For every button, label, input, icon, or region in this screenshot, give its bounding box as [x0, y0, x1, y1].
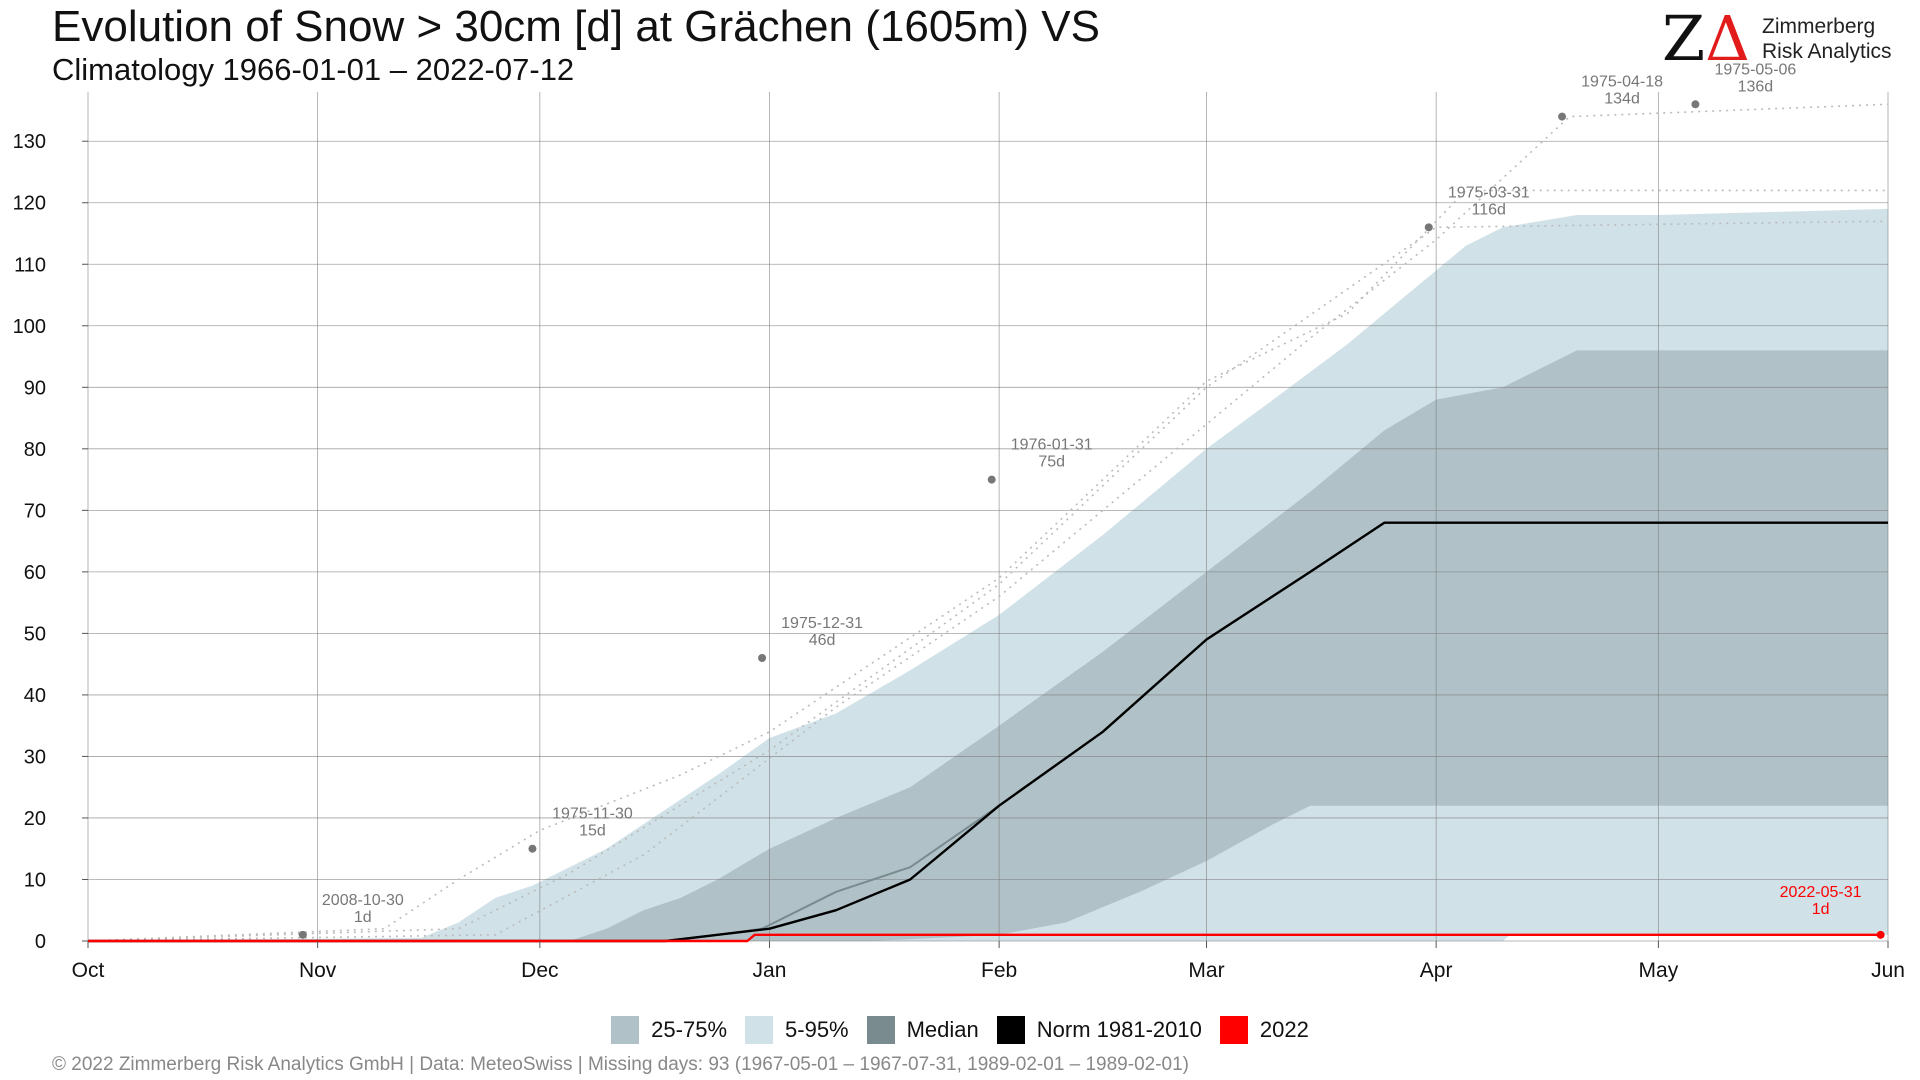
- x-tick-label: Feb: [981, 959, 1017, 982]
- chart-area: 0 10 20 30 40 50 60 70 80 90 100 110 120 130 Oct Nov Dec…: [13, 61, 1905, 982]
- annotation-value-label: 75d: [1038, 454, 1065, 471]
- annotation-dot: [1876, 930, 1885, 939]
- logo-mark: ZΔ: [1662, 4, 1750, 74]
- annotation-value-label: 136d: [1738, 78, 1774, 95]
- x-tick-label: Mar: [1188, 959, 1224, 982]
- y-tick-label: 0: [35, 931, 46, 953]
- legend-label: Norm 1981-2010: [1036, 1017, 1202, 1042]
- legend-item: Norm 1981-2010: [996, 1016, 1202, 1044]
- legend-item: 5-95%: [745, 1016, 849, 1044]
- annotation-date-label: 1976-01-31: [1011, 437, 1093, 454]
- x-tick-label: Nov: [299, 959, 337, 982]
- legend-item: Median: [866, 1016, 979, 1044]
- series-norm-1981-2010: [88, 521, 1888, 943]
- chart-title: Evolution of Snow > 30cm [d] at Grächen …: [52, 2, 1100, 51]
- annotation-value-label: 46d: [809, 632, 836, 649]
- y-tick-label: 70: [24, 500, 46, 522]
- legend-swatch: [611, 1016, 640, 1044]
- y-tick-label: 10: [24, 869, 46, 891]
- footer-credit: © 2022 Zimmerberg Risk Analytics GmbH | …: [52, 1054, 1189, 1075]
- annotation-dot: [1558, 112, 1567, 121]
- record-trace: [87, 103, 1889, 942]
- annotation-value-label: 116d: [1472, 201, 1506, 218]
- annotation-dot: [298, 930, 307, 939]
- record-trace: [87, 189, 1888, 942]
- logo-text: Zimmerberg Risk Analytics: [1762, 14, 1892, 64]
- y-tick-label: 50: [24, 623, 46, 645]
- legend-swatch: [866, 1016, 895, 1044]
- annotation-dot: [528, 844, 537, 853]
- band-iqr: [88, 350, 1888, 941]
- logo-mark-delta: Δ: [1705, 2, 1750, 75]
- y-tick-label: 30: [24, 746, 46, 768]
- y-tick-label: 100: [13, 316, 46, 338]
- annotation-dot: [758, 654, 767, 662]
- x-tick-label: Jan: [753, 959, 787, 982]
- annotation-dot: [987, 475, 996, 484]
- annotation-date-label: 1975-11-30: [552, 806, 633, 823]
- annotation-value-label: 134d: [1604, 91, 1640, 108]
- legend-label: 2022: [1259, 1017, 1309, 1042]
- annotation-date-label: 1975-12-31: [781, 615, 863, 632]
- x-tick-label: Dec: [521, 959, 558, 982]
- series-2022: [88, 933, 1881, 943]
- y-tick-label: 60: [24, 562, 46, 584]
- y-tick-label: 120: [13, 193, 46, 215]
- legend-label: 5-95%: [785, 1017, 849, 1042]
- x-tick-label: Apr: [1420, 959, 1453, 982]
- x-tick-label: May: [1639, 959, 1679, 982]
- y-tick-label: 20: [24, 808, 46, 830]
- annotation-date-label: 2022-05-31: [1780, 884, 1862, 901]
- y-tick-label: 80: [24, 439, 46, 461]
- annotation-date-label: 2008-10-30: [322, 892, 404, 909]
- chart-legend: 25-75% 5-95% Median Norm 1981-2010 2022: [0, 1016, 1920, 1044]
- annotation-value-label: 1d: [1812, 901, 1830, 918]
- annotation-date-label: 1975-05-06: [1714, 61, 1796, 78]
- legend-swatch: [745, 1016, 774, 1044]
- logo-line-1: Zimmerberg: [1762, 15, 1876, 38]
- x-tick-label: Oct: [72, 959, 105, 982]
- y-tick-label: 110: [14, 254, 46, 276]
- logo-mark-z: Z: [1662, 2, 1706, 75]
- legend-label: Median: [906, 1017, 979, 1042]
- y-tick-label: 40: [24, 685, 46, 707]
- legend-item: 2022: [1219, 1016, 1309, 1044]
- y-tick-label: 90: [24, 377, 46, 399]
- company-logo: ZΔ Zimmerberg Risk Analytics: [1662, 4, 1902, 74]
- logo-line-2: Risk Analytics: [1762, 40, 1892, 63]
- annotation-value-label: 1d: [354, 909, 372, 926]
- y-tick-label: 130: [13, 131, 46, 153]
- x-tick-label: Jun: [1871, 959, 1905, 982]
- annotation-dot: [1691, 100, 1700, 109]
- annotation-dot: [1424, 223, 1433, 232]
- annotation-value-label: 15d: [579, 823, 606, 840]
- legend-swatch: [1219, 1016, 1248, 1044]
- legend-item: 25-75%: [611, 1016, 727, 1044]
- annotation-date-label: 1975-03-31: [1448, 184, 1530, 201]
- chart-subtitle: Climatology 1966-01-01 – 2022-07-12: [52, 52, 575, 87]
- legend-label: 25-75%: [651, 1017, 728, 1042]
- legend-swatch: [996, 1016, 1025, 1044]
- annotation-date-label: 1975-04-18: [1581, 74, 1663, 91]
